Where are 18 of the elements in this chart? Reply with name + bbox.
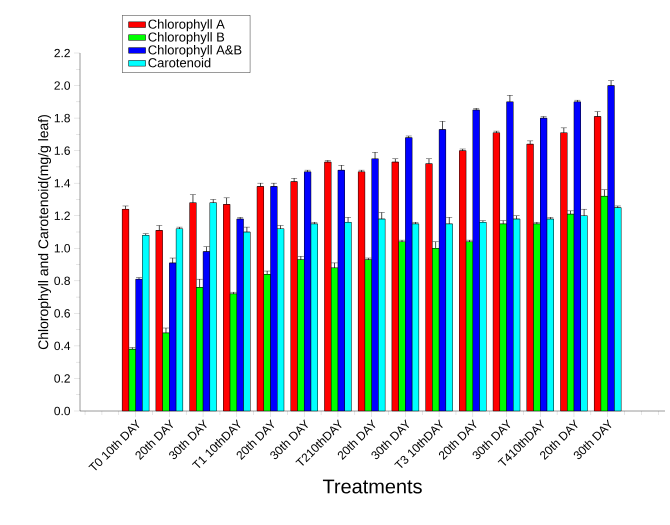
y-tick-label: 0.6 — [54, 309, 70, 318]
y-axis-title: Chlorophyll and Carotenoid(mg/g leaf) — [38, 115, 52, 350]
y-tick-label: 1.8 — [54, 114, 70, 122]
y-tick-label: 1.0 — [54, 244, 70, 252]
y-tick-label: 0.4 — [54, 342, 70, 350]
y-tick-label: 1.2 — [54, 212, 70, 220]
legend-label: Chlorophyll B — [148, 32, 224, 44]
y-tick-label: 0.0 — [54, 406, 70, 416]
y-tick-label: 2.0 — [54, 81, 70, 90]
x-axis-title: Treatments — [322, 480, 422, 494]
legend-label: Chlorophyll A — [148, 19, 225, 32]
y-tick-label: 2.2 — [54, 48, 70, 58]
y-tick-label: 0.2 — [54, 374, 70, 383]
y-tick-label: 1.6 — [54, 146, 70, 155]
legend-label: Chlorophyll A&B — [148, 44, 242, 58]
y-tick-label: 1.4 — [54, 179, 70, 188]
y-tick-label: 0.8 — [54, 276, 70, 286]
legend-label: Carotenoid — [148, 58, 210, 68]
